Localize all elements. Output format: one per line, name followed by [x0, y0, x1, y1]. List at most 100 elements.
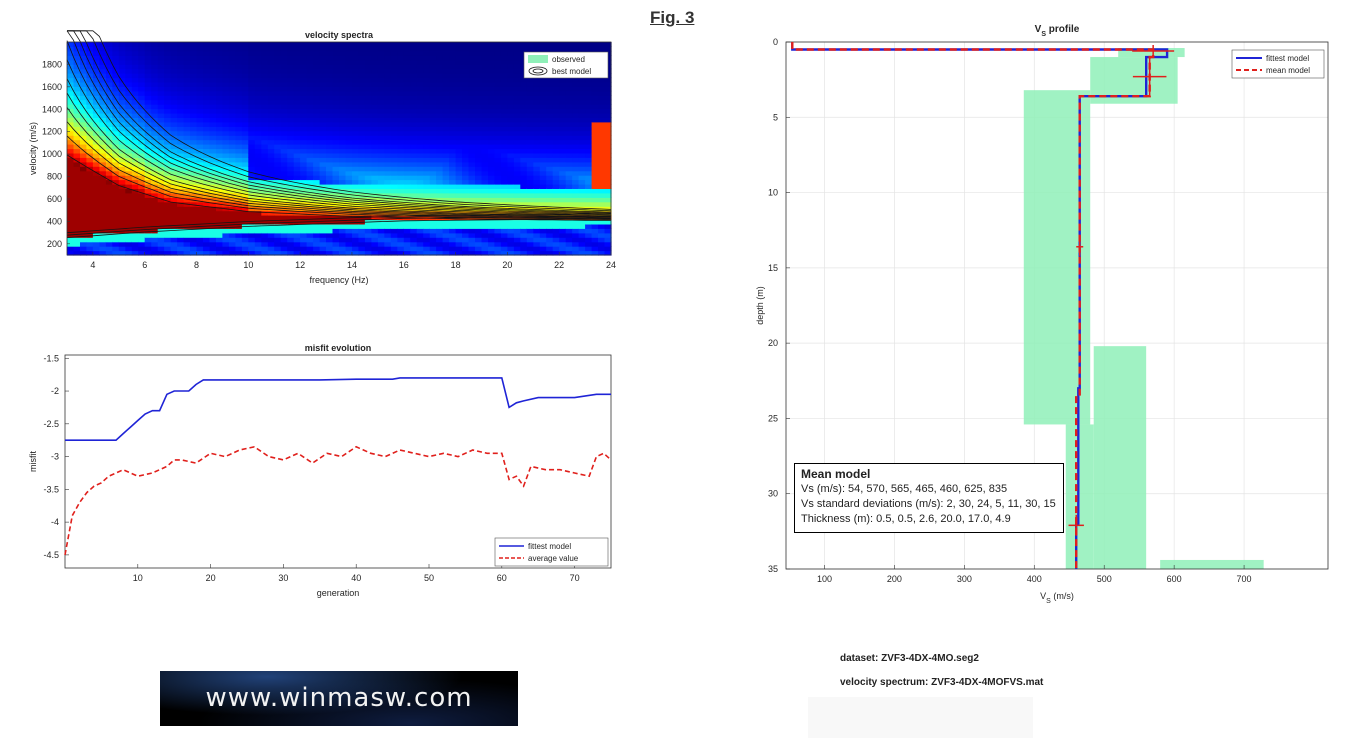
spectra-cell — [572, 144, 580, 150]
spectra-cell — [500, 113, 508, 118]
spectra-cell — [209, 95, 217, 101]
spectra-cell — [261, 241, 269, 247]
spectra-cell — [267, 152, 275, 158]
spectra-cell — [494, 135, 502, 141]
spectra-cell — [99, 64, 107, 70]
spectra-cell — [500, 104, 508, 110]
spectra-cell — [138, 192, 146, 198]
spectra-cell — [112, 215, 120, 221]
spectra-cell — [332, 46, 340, 52]
spectra-cell — [125, 219, 133, 225]
spectra-cell — [578, 157, 586, 163]
spectra-cell — [248, 90, 256, 96]
spectra-cell — [390, 246, 398, 252]
spectra-cell — [377, 241, 385, 247]
spectra-cell — [384, 42, 392, 47]
spectra-cell — [423, 223, 431, 229]
spectra-cell — [196, 175, 204, 181]
spectra-cell — [565, 42, 573, 47]
spectra-cell — [578, 95, 586, 101]
spectra-cell — [164, 113, 172, 118]
spectra-cell — [429, 237, 437, 243]
spectra-cell — [559, 108, 567, 114]
spectra-cell — [170, 246, 178, 252]
spectra-cell — [144, 223, 152, 229]
spectra-cell — [442, 223, 450, 229]
spectra-cell — [539, 201, 547, 207]
spectra-cell — [105, 113, 113, 118]
spectra-cell — [112, 197, 120, 203]
spectra-cell — [228, 64, 236, 70]
spectra-cell — [332, 246, 340, 252]
spectra-cell — [241, 139, 249, 145]
spectra-cell — [358, 113, 366, 118]
spectra-cell — [513, 113, 521, 118]
spectra-cell — [287, 184, 295, 189]
spectra-cell — [151, 219, 159, 225]
spectra-cell — [332, 184, 340, 189]
spectra-cell — [345, 108, 353, 114]
spectra-cell — [157, 206, 165, 212]
spectra-cell — [313, 201, 321, 207]
spectra-cell — [591, 86, 599, 92]
spectra-ytick-label: 400 — [47, 216, 62, 226]
spectra-cell — [280, 139, 288, 145]
spectra-cell — [345, 68, 353, 74]
spectra-cell — [364, 232, 372, 238]
spectra-cell — [488, 99, 496, 105]
spectra-cell — [565, 126, 573, 132]
spectra-cell — [403, 113, 411, 118]
spectra-cell — [565, 166, 573, 172]
spectra-cell — [539, 250, 547, 256]
spectra-cell — [403, 197, 411, 203]
spectra-cell — [513, 86, 521, 92]
spectra-cell — [332, 86, 340, 92]
spectra-cell — [585, 175, 593, 181]
spectra-cell — [248, 210, 256, 216]
spectra-cell — [598, 126, 606, 132]
spectra-cell — [494, 148, 502, 154]
spectra-cell — [293, 68, 301, 74]
spectra-cell — [546, 81, 554, 87]
spectra-cell — [144, 139, 152, 145]
spectra-cell — [339, 232, 347, 238]
spectra-cell — [190, 108, 198, 114]
spectra-cell — [546, 42, 554, 47]
spectra-cell — [390, 130, 398, 136]
spectra-cell — [494, 90, 502, 96]
spectra-cell — [559, 86, 567, 92]
spectra-cell — [86, 201, 94, 207]
spectra-cell — [248, 237, 256, 243]
spectra-cell — [442, 68, 450, 74]
spectra-cell — [261, 237, 269, 243]
spectra-cell — [410, 148, 418, 154]
spectra-cell — [105, 99, 113, 105]
spectra-cell — [436, 42, 444, 47]
spectra-cell — [209, 42, 217, 47]
spectra-cell — [520, 197, 528, 203]
spectra-cell — [235, 157, 243, 163]
spectra-cell — [358, 166, 366, 172]
spectra-cell — [313, 166, 321, 172]
spectra-cell — [164, 117, 172, 123]
spectra-cell — [86, 223, 94, 229]
spectra-cell — [513, 170, 521, 176]
spectra-cell — [364, 152, 372, 158]
spectra-cell — [254, 50, 262, 56]
spectra-cell — [384, 50, 392, 56]
spectra-cell — [112, 59, 120, 65]
spectra-cell — [112, 148, 120, 154]
spectra-cell — [546, 170, 554, 176]
spectra-cell — [552, 126, 560, 132]
spectra-cell — [377, 215, 385, 221]
spectra-cell — [500, 121, 508, 127]
spectra-cell — [80, 223, 88, 229]
spectra-cell — [254, 166, 262, 172]
spectra-cell — [267, 197, 275, 203]
spectra-cell — [274, 241, 282, 247]
spectra-cell — [254, 228, 262, 234]
spectra-cell — [488, 68, 496, 74]
spectra-cell — [112, 126, 120, 132]
spectra-cell — [488, 126, 496, 132]
spectra-cell — [390, 73, 398, 79]
